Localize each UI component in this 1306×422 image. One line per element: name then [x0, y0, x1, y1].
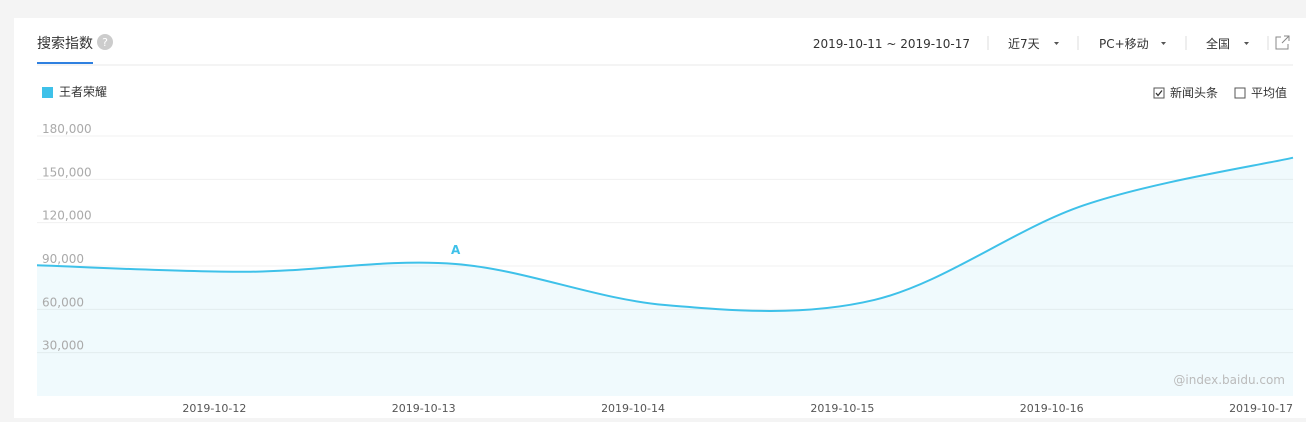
x-tick-label: 2019-10-17 — [1229, 402, 1293, 415]
help-icon[interactable] — [97, 34, 113, 50]
tab-underline — [37, 62, 93, 64]
line — [36, 156, 1294, 312]
watermark: @index.baidu.com — [1173, 373, 1285, 387]
y-tick-label: 120,000 — [42, 209, 92, 223]
help-text: ? — [102, 36, 108, 49]
checkbox[interactable] — [1234, 87, 1246, 99]
device[interactable]: PC+移动 — [1099, 37, 1149, 51]
annotation: A — [451, 243, 461, 257]
y-tick-label: 60,000 — [42, 295, 84, 309]
caret — [1161, 42, 1166, 45]
y-tick-label: 30,000 — [42, 339, 84, 353]
checkbox-label[interactable]: 平均值 — [1251, 85, 1287, 100]
tab-title[interactable]: 搜索指数 — [37, 35, 93, 52]
checkbox[interactable] — [1153, 87, 1165, 99]
x-tick-label: 2019-10-12 — [182, 402, 246, 415]
period[interactable]: 近7天 — [1008, 37, 1040, 51]
legend-swatch — [42, 87, 53, 98]
y-tick-label: 150,000 — [42, 165, 92, 179]
caret — [1054, 42, 1059, 45]
y-tick-label: 90,000 — [42, 252, 84, 266]
y-tick-label: 180,000 — [42, 122, 92, 136]
checkbox-label[interactable]: 新闻头条 — [1170, 85, 1218, 100]
region[interactable]: 全国 — [1206, 36, 1230, 51]
legend-label[interactable]: 王者荣耀 — [59, 85, 107, 99]
x-tick-label: 2019-10-13 — [392, 402, 456, 415]
x-tick-label: 2019-10-14 — [601, 402, 665, 415]
x-tick-label: 2019-10-15 — [810, 402, 874, 415]
check-mark — [1155, 90, 1163, 97]
date-range[interactable]: 2019-10-11 ~ 2019-10-17 — [813, 37, 970, 51]
caret — [1244, 42, 1249, 45]
export-icon[interactable] — [1275, 35, 1290, 50]
x-tick-label: 2019-10-16 — [1020, 402, 1084, 415]
area — [37, 157, 1293, 396]
